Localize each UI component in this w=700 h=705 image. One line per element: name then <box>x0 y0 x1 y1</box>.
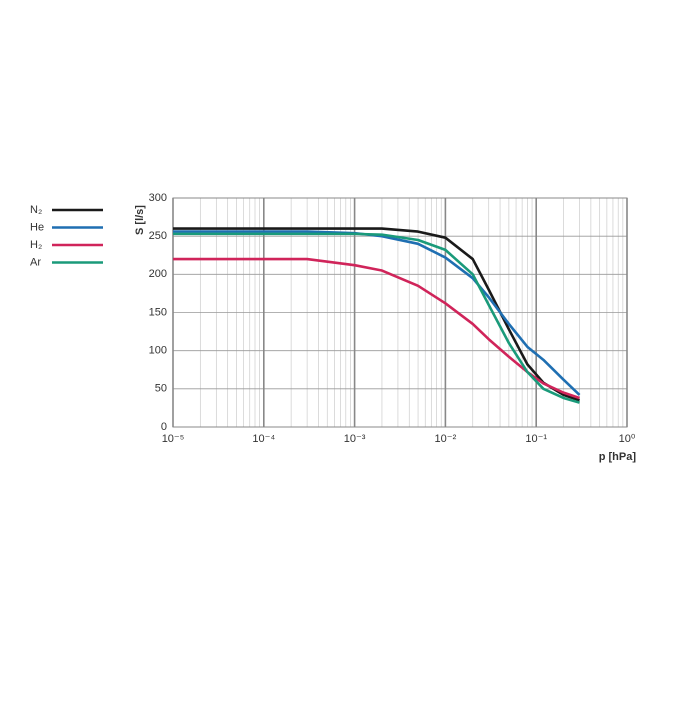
y-tick-label: 300 <box>149 192 167 204</box>
x-tick-label: 10⁻⁴ <box>252 433 275 445</box>
series-line <box>173 230 581 396</box>
series-line <box>173 257 580 400</box>
legend-label: He <box>30 221 44 233</box>
x-tick-label: 10⁻² <box>435 433 457 445</box>
x-axis-title: p [hPa] <box>599 451 637 463</box>
legend-label: Ar <box>30 256 41 268</box>
y-tick-label: 250 <box>149 230 167 242</box>
legend-label: H₂ <box>30 239 42 251</box>
y-tick-label: 150 <box>149 306 167 318</box>
x-tick-label: 10⁻¹ <box>525 433 547 445</box>
y-tick-label: 100 <box>149 345 167 357</box>
legend-label: N₂ <box>30 204 42 216</box>
x-tick-label: 10⁻³ <box>344 433 366 445</box>
y-tick-label: 0 <box>161 421 167 433</box>
y-tick-label: 200 <box>149 268 167 280</box>
series-line <box>173 232 580 404</box>
x-tick-label: 10⁻⁵ <box>162 433 185 445</box>
series-line <box>173 227 580 402</box>
y-axis-title: S [l/s] <box>134 205 146 235</box>
x-tick-label: 10⁰ <box>619 433 636 445</box>
y-tick-label: 50 <box>155 383 167 395</box>
plot-frame <box>172 197 628 428</box>
